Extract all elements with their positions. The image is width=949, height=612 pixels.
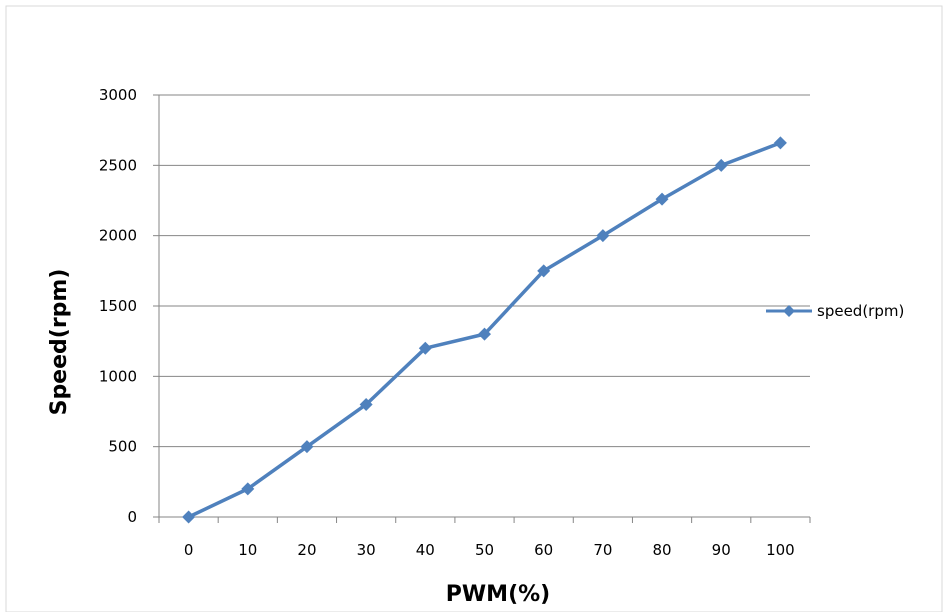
x-tick-label: 60 [534, 541, 553, 559]
legend: speed(rpm) [766, 302, 904, 320]
x-tick-label: 80 [652, 541, 671, 559]
y-tick-label: 0 [127, 508, 137, 526]
gridlines [153, 94, 811, 523]
x-tick-label: 0 [184, 541, 194, 559]
x-tick-label: 20 [297, 541, 316, 559]
y-tick-label: 3000 [99, 86, 137, 104]
chart-border [5, 5, 943, 612]
y-tick-label: 2000 [99, 227, 137, 245]
legend-label: speed(rpm) [817, 302, 904, 320]
data-point-marker [596, 229, 610, 243]
x-tick-label: 90 [712, 541, 731, 559]
axes [158, 95, 810, 518]
data-point-marker [418, 341, 432, 355]
y-axis-title: Speed(rpm) [47, 269, 72, 416]
x-axis-title: PWM(%) [446, 582, 550, 607]
data-point-marker [714, 158, 728, 172]
data-point-marker [182, 510, 196, 524]
y-tick-label: 500 [108, 438, 137, 456]
series-speed [182, 136, 787, 524]
x-tick-label: 100 [766, 541, 795, 559]
data-point-marker [300, 440, 314, 454]
x-tick-label: 50 [475, 541, 494, 559]
y-tick-label: 1000 [99, 367, 137, 385]
x-tick-label: 30 [357, 541, 376, 559]
x-tick-labels: 0 10 20 30 40 50 60 70 80 90 100 [184, 541, 795, 559]
y-tick-labels: 0 500 1000 1500 2000 2500 3000 [99, 86, 137, 526]
data-point-marker [537, 264, 551, 278]
legend-marker [783, 305, 795, 317]
data-point-marker [359, 397, 373, 411]
x-tick-label: 40 [416, 541, 435, 559]
data-point-marker [241, 482, 255, 496]
y-tick-label: 2500 [99, 156, 137, 174]
x-tick-label: 10 [238, 541, 257, 559]
x-tick-label: 70 [593, 541, 612, 559]
data-point-marker [655, 192, 669, 206]
data-point-marker [773, 136, 787, 150]
y-tick-label: 1500 [99, 297, 137, 315]
data-point-marker [478, 327, 491, 341]
